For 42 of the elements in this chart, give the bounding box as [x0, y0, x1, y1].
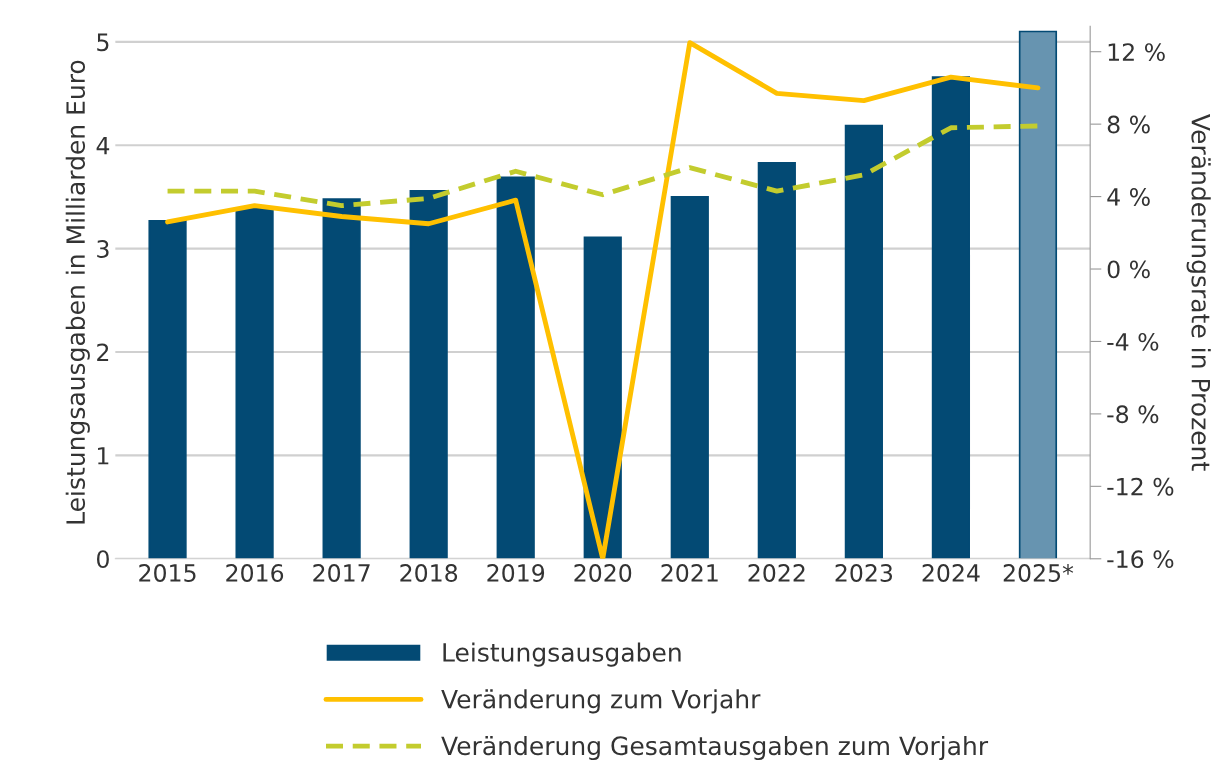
x-tick-label: 2017: [313, 564, 370, 582]
bar: [844, 124, 883, 559]
y2-tick-label: 12 %: [1108, 43, 1165, 62]
y2-tick-label: 4 %: [1107, 188, 1150, 206]
y-tick-label: 2: [97, 343, 109, 361]
line-series: [165, 40, 1041, 559]
x-tick-label: 2023: [835, 564, 893, 582]
bar: [931, 76, 971, 559]
legend-label: Veränderung Gesamtausgaben zum Vorjahr: [441, 735, 989, 761]
x-tick-label: 2015: [139, 564, 196, 582]
x-tick-label: 2019: [487, 564, 545, 582]
bar: [322, 198, 361, 559]
bar: [409, 189, 448, 559]
y2-tick-label: -12 %: [1107, 477, 1174, 496]
x-tick-label: 2016: [226, 564, 284, 582]
y2-tick-label: 0 %: [1107, 260, 1150, 279]
x-tick-label: 2020: [574, 564, 632, 582]
legend-label: Leistungsausgaben: [443, 642, 681, 667]
y2-tick-label: 8 %: [1107, 115, 1150, 134]
y-tick-label: 4: [96, 137, 110, 155]
bar: [496, 176, 535, 559]
bar: [670, 196, 709, 559]
y-tick-label: 5: [97, 33, 109, 52]
bar: [148, 219, 187, 559]
legend-label: Veränderung zum Vorjahr: [441, 689, 761, 714]
y2-tick-label: -16 %: [1107, 550, 1174, 569]
bar: [1018, 30, 1058, 559]
bar: [583, 236, 622, 559]
y2-axis-title: Veränderungsrate in Prozent: [1186, 114, 1211, 471]
y-tick-label: 3: [97, 240, 109, 258]
x-tick-label: 2021: [661, 564, 718, 582]
bar: [757, 161, 796, 559]
x-tick-label: 2025*: [1003, 564, 1074, 582]
y-tick-label: 1: [98, 447, 109, 465]
y2-tick-label: -8 %: [1107, 405, 1159, 424]
x-tick-label: 2018: [400, 564, 458, 582]
y-tick-label: 0: [97, 550, 109, 569]
bar: [235, 207, 274, 559]
x-tick-label: 2022: [748, 564, 805, 582]
y2-tick-label: -4 %: [1107, 332, 1159, 351]
y-axis-title: Leistungsausgaben in Milliarden Euro: [65, 60, 90, 524]
x-tick-label: 2024: [922, 564, 980, 582]
